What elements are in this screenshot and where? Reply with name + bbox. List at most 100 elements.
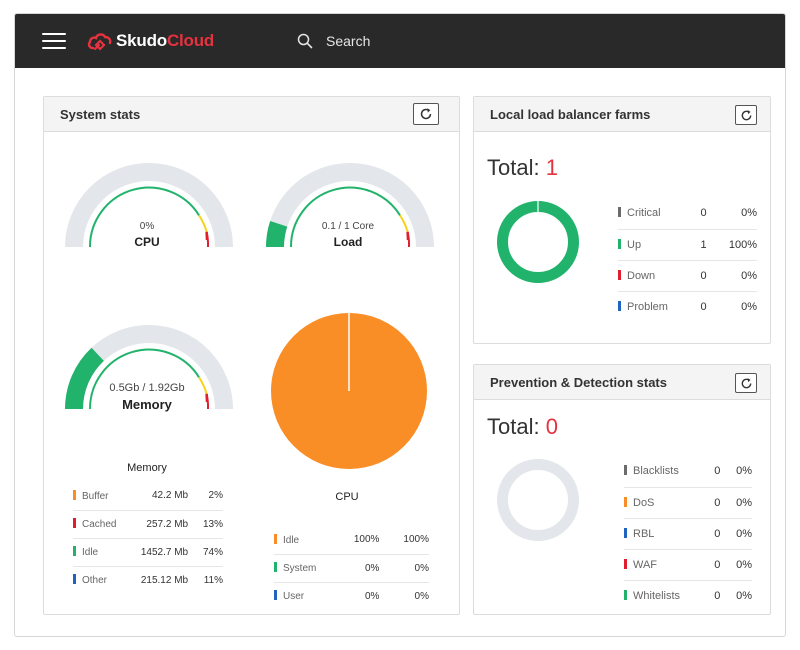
orange-marker <box>274 533 277 544</box>
row-percent: 2% <box>198 482 223 511</box>
system-stats-panel: System stats 0% CPU <box>43 96 460 615</box>
orange-marker <box>624 496 627 507</box>
table-row: DoS 0 0% <box>624 487 752 519</box>
row-label: Whitelists <box>633 589 681 602</box>
refresh-icon <box>420 108 432 120</box>
logo-text-skudo: Skudo <box>116 31 167 50</box>
table-row: Idle 100% 100% <box>274 526 429 555</box>
table-row: Critical 0 0% <box>618 198 757 230</box>
row-label: Blacklists <box>633 465 679 478</box>
table-row: User 0% 0% <box>274 582 429 610</box>
row-percent: 74% <box>198 538 223 567</box>
row-percent: 13% <box>198 510 223 539</box>
table-row: Cached 257.2 Mb 13% <box>73 510 223 539</box>
table-row: RBL 0 0% <box>624 518 752 550</box>
table-row: Blacklists 0 0% <box>624 456 752 488</box>
row-percent: 0% <box>714 198 757 230</box>
cpu-gauge-value: 0% <box>139 221 155 232</box>
row-count: 0 <box>693 198 715 230</box>
row-label: Cached <box>82 519 117 530</box>
farms-donut-slice-up <box>497 201 579 283</box>
panel-header: Prevention & Detection stats <box>474 365 770 400</box>
table-row: Up 1 100% <box>618 229 757 261</box>
cpu-gauge-text: 0% CPU <box>72 221 222 249</box>
panel-header: System stats <box>44 97 459 132</box>
row-label: Other <box>82 575 108 587</box>
row-percent: 0% <box>736 589 752 602</box>
row-percent: 0% <box>728 487 752 519</box>
total-label: Total: <box>487 155 540 180</box>
red-marker <box>73 518 76 528</box>
refresh-button[interactable] <box>735 105 757 125</box>
row-percent: 0% <box>728 456 752 488</box>
memory-gauge <box>65 325 233 410</box>
total-label: Total: <box>487 414 540 439</box>
orange-marker <box>73 489 76 500</box>
row-label: WAF <box>633 558 658 571</box>
row-value: 42.2 Mb <box>126 482 199 511</box>
cpu-gauge-label: CPU <box>134 235 160 249</box>
load-balancer-farms-panel: Local load balancer farms Total: 1 Criti… <box>473 96 771 344</box>
row-label: Problem <box>627 300 668 313</box>
row-count: 0 <box>707 518 729 550</box>
logo[interactable]: SkudoCloud <box>87 28 214 54</box>
cpu-table: Idle 100% 100% System 0% 0% User 0% 0% <box>274 526 429 610</box>
row-percent: 0% <box>714 260 757 292</box>
load-gauge-label: Load <box>333 235 363 249</box>
row-count: 1 <box>693 229 715 261</box>
load-gauge-fill <box>266 221 288 248</box>
menu-icon[interactable] <box>42 31 66 51</box>
cloud-logo-icon <box>87 33 112 51</box>
prevention-detection-panel: Prevention & Detection stats Total: 0 Bl… <box>473 364 771 615</box>
row-value: 100% <box>336 526 392 555</box>
farms-table: Critical 0 0% Up 1 100% Down 0 0% Proble… <box>618 198 757 322</box>
table-row: Problem 0 0% <box>618 291 757 322</box>
memory-gauge-label: Memory <box>122 397 172 412</box>
row-percent: 11% <box>203 574 223 586</box>
row-value: 1452.7 Mb <box>126 538 199 567</box>
row-percent: 0% <box>728 518 752 550</box>
table-row: WAF 0 0% <box>624 549 752 581</box>
row-count: 0 <box>707 487 729 519</box>
row-label: User <box>283 591 305 603</box>
row-value: 0% <box>336 554 392 583</box>
row-count: 0 <box>693 260 715 292</box>
load-gauge-value: 0.1 / 1 Core <box>321 221 375 232</box>
red-marker <box>624 558 627 569</box>
memory-gauge-text: 0.5Gb / 1.92Gb Memory <box>72 382 222 412</box>
farms-total: Total: 1 <box>487 155 558 181</box>
blue-marker <box>73 574 76 585</box>
row-label: Idle <box>82 547 99 558</box>
memory-table: Buffer 42.2 Mb 2% Cached 257.2 Mb 13% Id… <box>73 482 223 594</box>
search-icon <box>297 33 313 49</box>
prevention-total: Total: 0 <box>487 414 558 440</box>
row-count: 0 <box>714 589 721 602</box>
row-label: Buffer <box>82 490 109 502</box>
search-box[interactable]: Search <box>297 30 370 52</box>
refresh-button[interactable] <box>735 373 757 393</box>
load-gauge <box>266 163 434 248</box>
total-value: 1 <box>545 155 558 180</box>
total-value: 0 <box>545 414 558 439</box>
green-marker <box>73 546 76 556</box>
gray-marker <box>624 465 627 476</box>
row-label: System <box>283 563 317 574</box>
row-label: Up <box>627 238 642 251</box>
refresh-icon <box>741 377 751 388</box>
row-percent: 0% <box>414 590 429 602</box>
refresh-button[interactable] <box>413 103 439 125</box>
panel-title: Prevention & Detection stats <box>490 375 667 390</box>
panel-title: System stats <box>60 107 141 122</box>
row-value: 0% <box>364 590 380 602</box>
table-row: Buffer 42.2 Mb 2% <box>73 482 223 511</box>
blue-marker <box>618 300 621 311</box>
app-frame: SkudoCloud Search System stats <box>14 13 786 637</box>
memory-table-title: Memory <box>127 462 167 474</box>
table-row: Idle 1452.7 Mb 74% <box>73 538 223 567</box>
row-count: 0 <box>707 549 729 581</box>
row-percent: 0% <box>741 300 757 313</box>
blue-marker <box>274 590 277 601</box>
row-value: 257.2 Mb <box>126 510 199 539</box>
top-navbar: SkudoCloud Search <box>15 14 785 68</box>
table-row: Other 215.12 Mb 11% <box>73 566 223 594</box>
